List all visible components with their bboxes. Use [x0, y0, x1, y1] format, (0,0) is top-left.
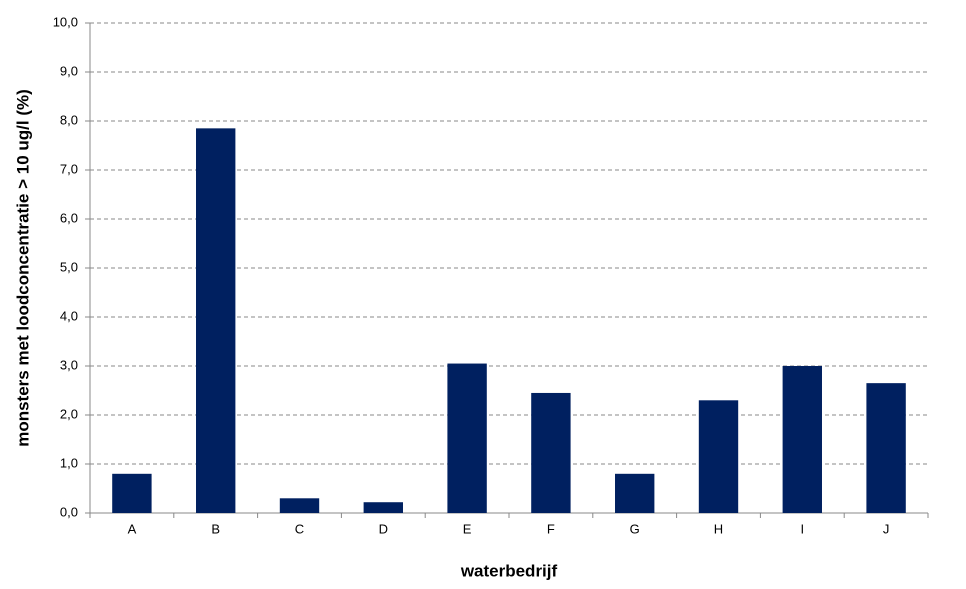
y-axis-title: monsters met loodconcentratie > 10 ug/l …: [13, 89, 32, 447]
x-tick-label: G: [630, 521, 640, 536]
x-tick-label: H: [714, 521, 723, 536]
x-tick-label: A: [128, 521, 137, 536]
x-tick-label: D: [379, 521, 388, 536]
x-tick-label: C: [295, 521, 304, 536]
x-tick-label: F: [547, 521, 555, 536]
bar: [363, 502, 403, 513]
y-tick-label: 10,0: [53, 14, 78, 29]
x-tick-label: E: [463, 521, 472, 536]
bar: [866, 383, 906, 513]
bar: [196, 128, 236, 513]
x-tick-label: B: [211, 521, 220, 536]
x-tick-label: J: [883, 521, 890, 536]
bar: [531, 392, 571, 513]
y-tick-label: 9,0: [60, 63, 78, 78]
y-tick-label: 2,0: [60, 406, 78, 421]
y-tick-label: 3,0: [60, 357, 78, 372]
bar: [447, 363, 487, 513]
bar: [615, 473, 655, 513]
bar: [112, 473, 152, 513]
bar: [698, 400, 739, 513]
x-tick-label: I: [800, 521, 804, 536]
y-tick-label: 7,0: [60, 161, 78, 176]
y-tick-label: 4,0: [60, 308, 78, 323]
y-tick-label: 1,0: [60, 455, 78, 470]
y-tick-label: 6,0: [60, 210, 78, 225]
x-axis-title: waterbedrijf: [460, 561, 558, 580]
y-tick-label: 5,0: [60, 259, 78, 274]
bar: [782, 366, 822, 513]
bar: [279, 498, 320, 513]
y-tick-label: 0,0: [60, 504, 78, 519]
y-tick-label: 8,0: [60, 112, 78, 127]
